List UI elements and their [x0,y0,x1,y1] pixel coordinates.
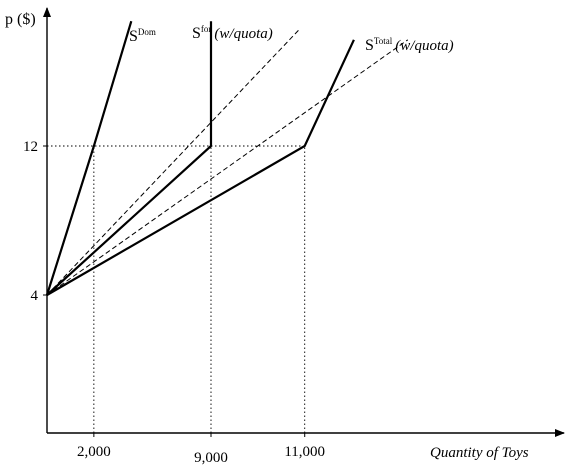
series-label-suffix: (w/quota) [214,26,272,42]
series-line-1 [46,21,213,296]
series-label-2: STotal (w/quota) [365,36,454,54]
y-axis-label: p ($) [5,11,36,28]
series-line-2 [46,39,355,296]
series-label-base: S [129,28,138,45]
y-tick-label: 12 [23,139,38,155]
series-label-1: Sfor (w/quota) [192,24,273,42]
y-tick-label: 4 [31,288,39,304]
series-label-0: SDom [129,27,156,45]
series-line-4 [46,39,409,296]
series-label-sup: Dom [138,27,156,37]
x-tick-label: 9,000 [194,450,228,466]
series-label-sup: for [201,24,212,34]
x-axis-label: Quantity of Toys [430,445,529,461]
series-label-base: S [192,25,201,42]
x-tick-label: 2,000 [77,444,111,460]
series-label-suffix: (w/quota) [395,38,453,54]
series-line-3 [46,28,301,296]
series-line-0 [45,20,133,296]
x-tick-label: 11,000 [284,444,325,460]
series-label-base: S [365,37,374,54]
series-label-sup: Total [374,36,393,46]
